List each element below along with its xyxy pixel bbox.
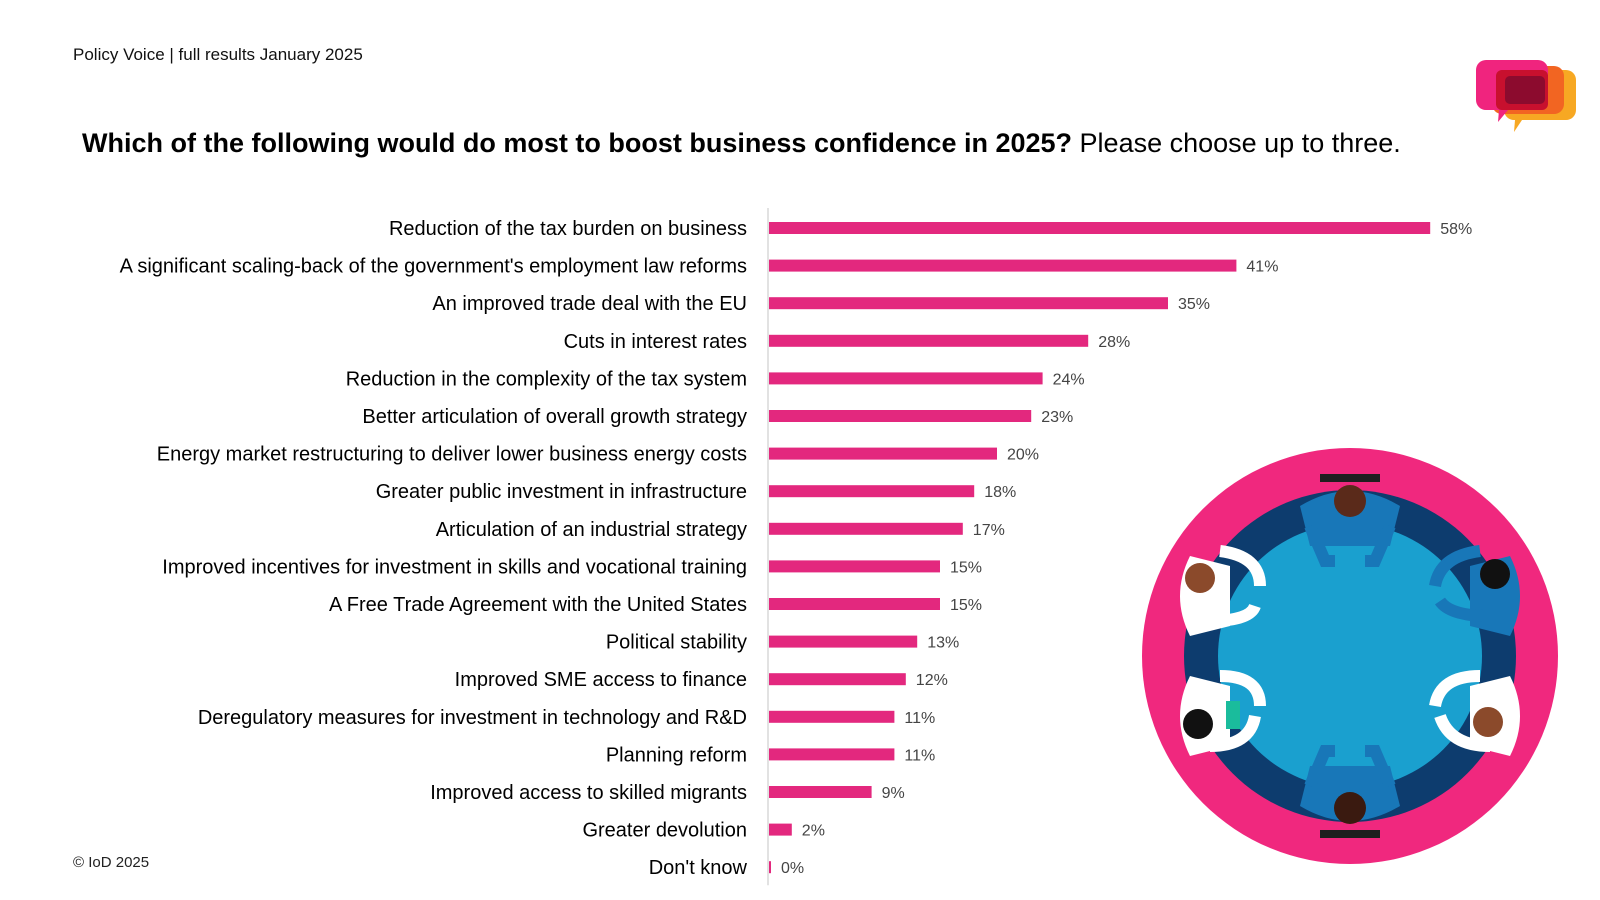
bar (769, 334, 1089, 347)
category-label: Improved SME access to finance (455, 669, 747, 691)
value-label: 11% (904, 747, 935, 764)
bar (769, 447, 997, 460)
chart-title: Which of the following would do most to … (82, 128, 1401, 159)
report-header-note: Policy Voice | full results January 2025 (73, 45, 363, 64)
bar (769, 861, 771, 874)
value-label: 24% (1053, 371, 1085, 388)
bar (769, 560, 940, 573)
value-label: 23% (1041, 409, 1073, 426)
value-label: 2% (802, 823, 825, 840)
bar (769, 522, 963, 535)
bar (769, 710, 895, 723)
value-label: 0% (781, 860, 804, 877)
bar (769, 748, 895, 761)
category-label: A Free Trade Agreement with the United S… (329, 594, 747, 616)
category-label: Greater public investment in infrastruct… (376, 481, 747, 503)
value-label: 35% (1178, 296, 1210, 313)
value-label: 15% (950, 597, 982, 614)
value-label: 18% (984, 484, 1016, 501)
bar (769, 372, 1043, 385)
value-label: 17% (973, 522, 1005, 539)
copyright-footer: © IoD 2025 (73, 854, 150, 871)
bar (769, 598, 940, 610)
category-label: Political stability (606, 632, 747, 654)
category-label: An improved trade deal with the EU (432, 293, 747, 315)
bar (769, 222, 1431, 234)
category-label: Improved incentives for investment in sk… (162, 556, 747, 578)
round-table-meeting-illustration (1142, 448, 1558, 864)
category-label: Reduction of the tax burden on business (389, 218, 747, 240)
value-label: 12% (916, 672, 948, 689)
category-label: Don't know (649, 857, 748, 879)
category-label: Greater devolution (582, 820, 747, 842)
bar (769, 485, 975, 498)
value-label: 41% (1246, 259, 1278, 276)
bar (769, 410, 1032, 422)
category-label: Better articulation of overall growth st… (362, 406, 747, 428)
value-label: 11% (904, 710, 935, 727)
chart-instruction: Please choose up to three. (1079, 128, 1401, 158)
bar (769, 823, 792, 836)
value-label: 58% (1440, 221, 1472, 238)
bar (769, 297, 1168, 310)
category-label: Planning reform (606, 744, 747, 766)
value-label: 15% (950, 559, 982, 576)
bar (769, 635, 918, 648)
value-label: 13% (927, 635, 959, 652)
value-label: 20% (1007, 447, 1039, 464)
value-label: 9% (882, 785, 905, 802)
category-label: Deregulatory measures for investment in … (198, 707, 747, 729)
category-label: Articulation of an industrial strategy (436, 519, 747, 541)
category-label: Reduction in the complexity of the tax s… (346, 368, 747, 390)
chart-question: Which of the following would do most to … (82, 128, 1073, 158)
category-label: Cuts in interest rates (564, 331, 747, 353)
category-label: Energy market restructuring to deliver l… (157, 444, 747, 466)
bar (769, 786, 872, 798)
value-label: 28% (1098, 334, 1130, 351)
speech-bubbles-logo (1476, 60, 1576, 132)
category-label: A significant scaling-back of the govern… (120, 256, 747, 278)
category-label: Improved access to skilled migrants (430, 782, 747, 804)
bar (769, 673, 906, 686)
bar (769, 259, 1237, 272)
